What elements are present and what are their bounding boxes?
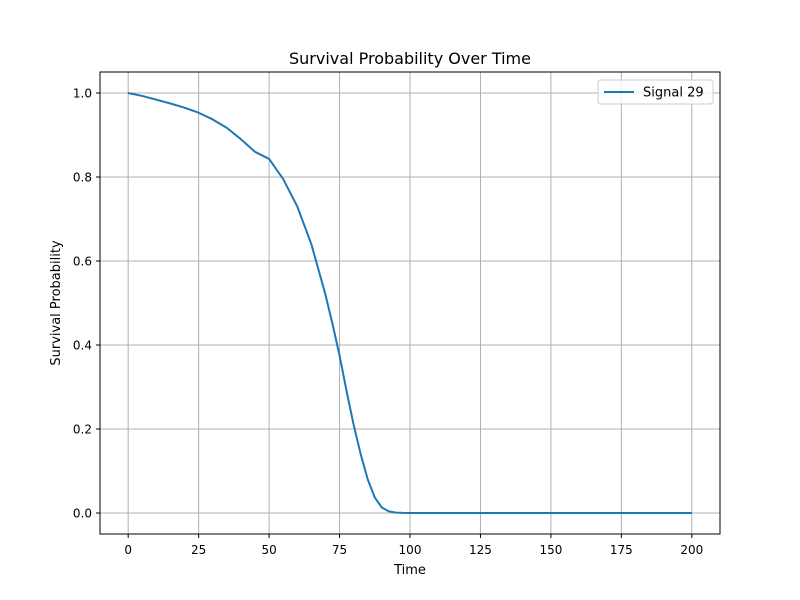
- y-axis-label: Survival Probability: [49, 240, 64, 366]
- x-tick-label: 25: [191, 543, 206, 557]
- y-tick-label: 0.4: [73, 339, 92, 353]
- y-tick-label: 0.0: [73, 507, 92, 521]
- y-tick-label: 0.2: [73, 423, 92, 437]
- series-layer: [127, 92, 692, 514]
- x-axis-label: Time: [393, 563, 426, 578]
- y-axis-ticks: 0.0 0.2 0.4 0.6 0.8 1.0: [73, 87, 100, 521]
- x-tick-label: 150: [539, 543, 562, 557]
- x-tick-label: 200: [680, 543, 703, 557]
- y-tick-label: 0.6: [73, 255, 92, 269]
- x-tick-label: 175: [610, 543, 633, 557]
- y-tick-label: 0.8: [73, 171, 92, 185]
- series-line-signal-29: [127, 92, 692, 514]
- x-axis-ticks: 0 25 50 75 100 125 150 175 200: [124, 534, 703, 557]
- grid-lines: [100, 72, 720, 534]
- legend-label-signal-29: Signal 29: [643, 86, 704, 101]
- x-tick-label: 125: [469, 543, 492, 557]
- x-tick-label: 75: [332, 543, 347, 557]
- x-tick-label: 0: [124, 543, 132, 557]
- y-tick-label: 1.0: [73, 87, 92, 101]
- legend: Signal 29: [597, 79, 714, 105]
- x-tick-label: 50: [261, 543, 276, 557]
- x-tick-label: 100: [399, 543, 422, 557]
- chart-title: Survival Probability Over Time: [289, 49, 531, 68]
- legend-box: [597, 79, 714, 105]
